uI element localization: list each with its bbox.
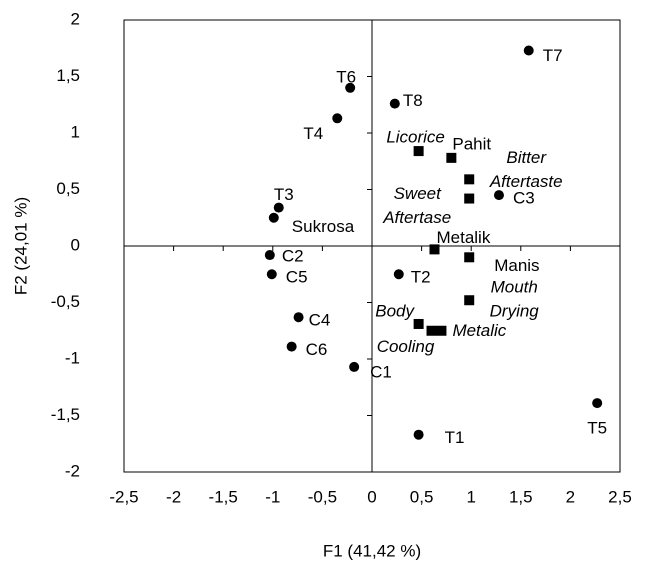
point-label: T4: [303, 124, 323, 143]
point: [345, 82, 356, 93]
point: [273, 202, 284, 213]
point-label: T3: [274, 185, 294, 204]
point: [429, 244, 440, 255]
point: [464, 174, 475, 185]
point: [446, 152, 457, 163]
point-label: T6: [336, 67, 356, 86]
point-label: Body: [375, 301, 415, 320]
point: [464, 252, 475, 263]
point: [464, 295, 475, 306]
point-label: T2: [411, 268, 431, 287]
x-tick-label: 2: [566, 487, 575, 506]
point: [523, 45, 534, 56]
point: [389, 98, 400, 109]
y-tick-label: -2: [65, 461, 80, 480]
point-label: Pahit: [452, 134, 491, 153]
point: [413, 429, 424, 440]
point-label: Sukrosa: [292, 217, 355, 236]
point-label: Sweet: [394, 184, 443, 203]
x-tick-label: 0: [367, 487, 376, 506]
point: [413, 318, 424, 329]
point-label: Cooling: [377, 337, 435, 356]
y-axis-title: F2 (24,01 %): [11, 197, 30, 295]
point: [293, 312, 304, 323]
point-label: Manis: [494, 256, 539, 275]
y-tick-label: 0,5: [56, 179, 80, 198]
x-axis-title: F1 (41,42 %): [323, 541, 421, 560]
point-label: C6: [306, 340, 328, 359]
x-tick-label: 1: [466, 487, 475, 506]
point-label: Metalic: [452, 321, 506, 340]
point: [266, 269, 277, 280]
point-label: Mouth: [491, 278, 538, 297]
x-tick-label: -2,5: [109, 487, 138, 506]
point: [592, 398, 603, 409]
point: [464, 193, 475, 204]
point: [264, 250, 275, 261]
y-tick-label: -1,5: [51, 405, 80, 424]
point: [436, 325, 447, 336]
x-tick-label: 2,5: [608, 487, 632, 506]
y-tick-label: 1: [71, 122, 80, 141]
point-label: C1: [370, 362, 392, 381]
point: [426, 325, 437, 336]
point-label: T7: [543, 46, 563, 65]
x-tick-label: -1,5: [209, 487, 238, 506]
y-tick-label: 0: [71, 235, 80, 254]
x-tick-label: 1,5: [509, 487, 533, 506]
point-label: Licorice: [386, 128, 445, 147]
y-tick-label: 2: [71, 9, 80, 28]
point-label: T8: [403, 91, 423, 110]
y-tick-label: 1,5: [56, 66, 80, 85]
point-label: Bitter: [506, 148, 547, 167]
point: [349, 361, 360, 372]
point: [393, 269, 404, 280]
point: [493, 190, 504, 201]
point-label: C2: [282, 247, 304, 266]
point-label: C4: [309, 311, 331, 330]
point: [268, 212, 279, 223]
y-tick-label: -0,5: [51, 292, 80, 311]
y-tick-label: -1: [65, 348, 80, 367]
point-label: C3: [513, 189, 535, 208]
point: [413, 146, 424, 157]
x-tick-label: -0,5: [308, 487, 337, 506]
point-label: T5: [587, 419, 607, 438]
point-label: Aftertase: [382, 208, 451, 227]
point: [332, 113, 343, 124]
point-label: T1: [445, 428, 465, 447]
point: [286, 341, 297, 352]
point-label: Drying: [490, 302, 540, 321]
x-tick-label: 0,5: [410, 487, 434, 506]
point-label: Aftertaste: [489, 172, 563, 191]
x-tick-label: -2: [166, 487, 181, 506]
x-tick-label: -1: [265, 487, 280, 506]
point-label: Metalik: [436, 228, 490, 247]
point-label: C5: [286, 268, 308, 287]
